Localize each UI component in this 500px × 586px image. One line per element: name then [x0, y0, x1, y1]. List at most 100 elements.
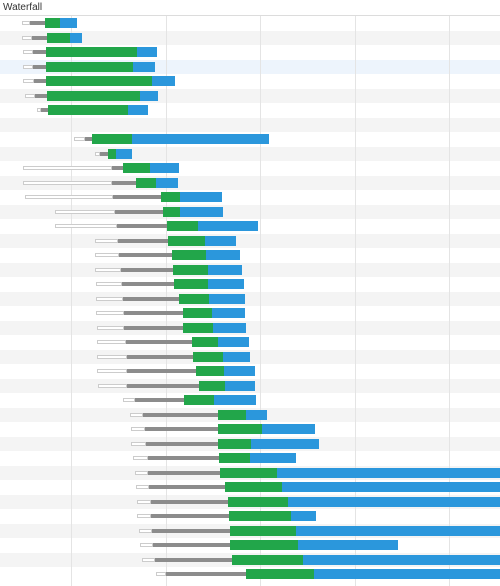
content-download-bar — [251, 438, 319, 449]
waterfall-row[interactable] — [0, 204, 500, 219]
waiting-bar — [92, 134, 132, 145]
queued-bar — [55, 224, 117, 229]
waiting-bar — [168, 235, 205, 246]
content-download-bar — [298, 540, 398, 551]
waiting-bar — [218, 424, 262, 435]
content-download-bar — [152, 76, 175, 87]
waterfall-row[interactable] — [0, 277, 500, 292]
stalled-bar — [124, 311, 183, 316]
queued-bar — [96, 311, 124, 316]
queued-bar — [156, 572, 166, 577]
content-download-bar — [218, 337, 249, 348]
waiting-bar — [48, 105, 128, 116]
waiting-bar — [167, 221, 198, 232]
stalled-bar — [113, 195, 161, 200]
waterfall-row[interactable] — [0, 349, 500, 364]
content-download-bar — [180, 206, 223, 217]
stalled-bar — [112, 180, 136, 185]
waterfall-row[interactable] — [0, 117, 500, 132]
gridline — [71, 16, 72, 586]
waiting-bar — [230, 540, 298, 551]
waiting-bar — [246, 569, 314, 580]
gridline — [166, 16, 167, 586]
waiting-bar — [196, 366, 224, 377]
content-download-bar — [205, 235, 236, 246]
content-download-bar — [156, 177, 178, 188]
waterfall-row[interactable] — [0, 262, 500, 277]
queued-bar — [55, 209, 115, 214]
stalled-bar — [119, 253, 172, 258]
queued-bar — [97, 325, 124, 330]
content-download-bar — [140, 90, 158, 101]
waiting-bar — [172, 250, 206, 261]
content-download-bar — [214, 395, 256, 406]
waiting-bar — [45, 18, 60, 29]
content-download-bar — [277, 467, 500, 478]
stalled-bar — [112, 166, 123, 171]
stalled-bar — [115, 209, 163, 214]
stalled-bar — [152, 528, 230, 533]
content-download-bar — [116, 148, 132, 159]
waiting-bar — [183, 308, 212, 319]
content-download-bar — [250, 453, 296, 464]
waiting-bar — [232, 554, 303, 565]
waiting-bar — [46, 61, 133, 72]
content-download-bar — [180, 192, 222, 203]
waterfall-row[interactable] — [0, 30, 500, 45]
waterfall-row[interactable] — [0, 146, 500, 161]
queued-bar — [135, 470, 148, 475]
queued-bar — [133, 456, 148, 461]
stalled-bar — [33, 64, 46, 69]
waiting-bar — [228, 496, 288, 507]
waterfall-row[interactable] — [0, 320, 500, 335]
content-download-bar — [212, 308, 245, 319]
content-download-bar — [132, 134, 269, 145]
content-download-bar — [291, 511, 316, 522]
stalled-bar — [127, 383, 199, 388]
waiting-bar — [136, 177, 156, 188]
content-download-bar — [150, 163, 179, 174]
content-download-bar — [60, 18, 77, 29]
content-download-bar — [70, 32, 82, 43]
stalled-bar — [126, 340, 192, 345]
waiting-bar — [163, 206, 180, 217]
queued-bar — [23, 50, 33, 55]
queued-bar — [95, 151, 100, 156]
waiting-bar — [199, 380, 225, 391]
waiting-bar — [219, 453, 250, 464]
queued-bar — [137, 514, 151, 519]
stalled-bar — [123, 296, 179, 301]
waterfall-row[interactable] — [0, 233, 500, 248]
waterfall-title: Waterfall — [3, 2, 43, 13]
waterfall-plot[interactable] — [0, 16, 500, 586]
content-download-bar — [225, 380, 255, 391]
waterfall-row[interactable] — [0, 291, 500, 306]
content-download-bar — [282, 482, 500, 493]
waiting-bar — [225, 482, 282, 493]
queued-bar — [23, 180, 112, 185]
waterfall-row[interactable] — [0, 306, 500, 321]
stalled-bar — [118, 238, 168, 243]
stalled-bar — [122, 282, 174, 287]
waiting-bar — [47, 90, 140, 101]
content-download-bar — [208, 264, 242, 275]
content-download-bar — [314, 569, 500, 580]
queued-bar — [23, 64, 33, 69]
waterfall-row[interactable] — [0, 175, 500, 190]
queued-bar — [123, 398, 135, 403]
content-download-bar — [246, 409, 267, 420]
content-download-bar — [137, 47, 157, 58]
content-download-bar — [133, 61, 155, 72]
queued-bar — [23, 79, 34, 84]
queued-bar — [97, 340, 126, 345]
waterfall-row[interactable] — [0, 335, 500, 350]
waiting-bar — [46, 47, 137, 58]
queued-bar — [98, 383, 127, 388]
queued-bar — [95, 267, 121, 272]
content-download-bar — [208, 279, 244, 290]
stalled-bar — [146, 441, 218, 446]
waterfall-row[interactable] — [0, 248, 500, 263]
waiting-bar — [192, 337, 218, 348]
stalled-bar — [117, 224, 167, 229]
content-download-bar — [198, 221, 258, 232]
